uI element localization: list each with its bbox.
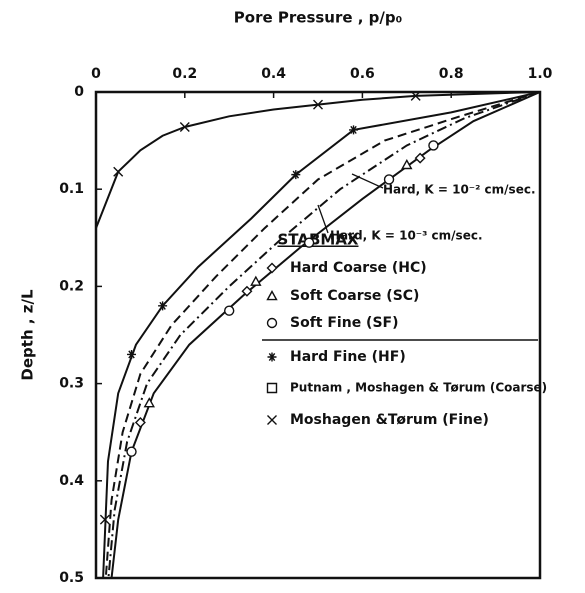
marker-point: [250, 275, 262, 286]
legend-symbol: [266, 290, 278, 301]
marker-point: [349, 125, 359, 135]
x-tick-label: 0: [91, 66, 101, 82]
marker-point: [127, 349, 137, 359]
marker-point: [383, 174, 395, 185]
legend-symbol: [266, 317, 278, 329]
legend-symbol: [267, 415, 277, 425]
marker-point: [410, 90, 421, 101]
y-tick-label: 0.1: [59, 181, 84, 197]
marker-point: [428, 140, 439, 151]
marker-point: [241, 285, 253, 297]
x-axis-label: Pore Pressure , p/p₀: [234, 9, 402, 27]
marker-point: [291, 170, 301, 180]
x-tick-label: 0.8: [439, 66, 464, 82]
y-tick-label: 0.3: [59, 376, 84, 392]
legend-title: STABMAX: [277, 231, 358, 249]
marker-point: [143, 397, 155, 408]
curve: [104, 91, 541, 579]
annotation: Hard, K = 10⁻² cm/sec.: [383, 183, 536, 197]
y-tick-label: 0.2: [59, 278, 84, 294]
legend-label: Hard Coarse (HC): [290, 260, 427, 276]
marker-point: [179, 121, 190, 132]
y-tick-label: 0: [74, 84, 84, 100]
y-axis-label: Depth , z/L: [19, 289, 37, 381]
curve: [110, 91, 541, 579]
legend-symbol: [267, 352, 277, 362]
marker-point: [158, 301, 168, 311]
curve: [95, 91, 541, 229]
legend-label: Soft Coarse (SC): [290, 288, 419, 304]
x-tick-label: 0.2: [172, 66, 197, 82]
plot-frame: [94, 90, 542, 580]
x-tick-label: 1.0: [528, 66, 553, 82]
legend-label: Putnam , Moshagen & Tørum (Coarse): [290, 381, 547, 395]
marker-point: [126, 446, 137, 457]
marker-point: [414, 152, 426, 164]
x-tick-label: 0.6: [350, 66, 375, 82]
y-tick-label: 0.5: [59, 570, 84, 586]
annotation: Hard, K = 10⁻³ cm/sec.: [330, 229, 483, 243]
marker-point: [303, 237, 315, 248]
marker-point: [313, 99, 323, 110]
marker-point: [401, 158, 413, 170]
curve: [107, 91, 541, 579]
legend-symbol: [266, 382, 278, 394]
marker-point: [113, 166, 124, 177]
y-tick-label: 0.4: [59, 473, 84, 489]
marker-point: [223, 305, 235, 316]
marker-point: [134, 416, 146, 428]
legend-label: Soft Fine (SF): [290, 315, 399, 331]
legend-label: Hard Fine (HF): [290, 349, 406, 365]
legend-symbol: [266, 262, 278, 274]
annotation-arrow: [351, 173, 384, 189]
legend-label: Moshagen &Tørum (Fine): [290, 412, 489, 428]
x-tick-label: 0.4: [261, 66, 286, 82]
marker-point: [99, 514, 110, 525]
curve: [102, 91, 541, 579]
